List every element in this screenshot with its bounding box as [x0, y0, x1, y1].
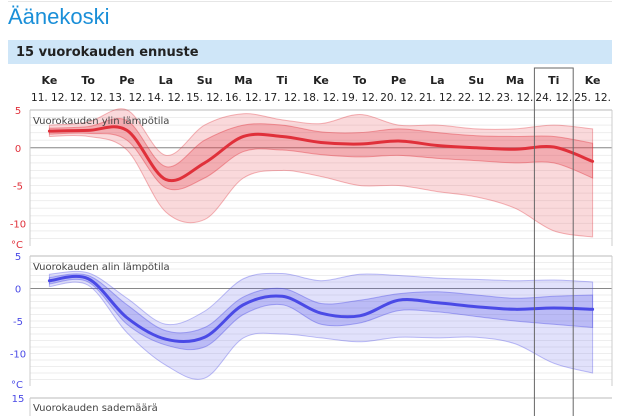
- day-date-label: 24. 12.: [535, 92, 572, 104]
- day-name-label: Ke: [313, 74, 329, 87]
- city-title: Äänekoski: [8, 4, 110, 29]
- day-name-label: Ma: [234, 74, 252, 87]
- day-name-label: La: [159, 74, 173, 87]
- day-name-label: Ti: [548, 74, 559, 87]
- day-name-label: Ma: [506, 74, 524, 87]
- day-date-label: 22. 12.: [458, 92, 495, 104]
- y-tick-label: -5: [13, 317, 23, 328]
- day-name-label: La: [430, 74, 444, 87]
- y-tick-label: -10: [10, 350, 26, 361]
- highlighted-day-frame: [533, 67, 574, 416]
- day-date-label: 12. 12.: [70, 92, 107, 104]
- forecast-title: 15 vuorokauden ennuste: [16, 45, 199, 60]
- outer-range-band: [48, 270, 594, 380]
- day-name-label: Ti: [277, 74, 288, 87]
- y-tick-label: -10: [10, 219, 26, 230]
- day-date-label: 23. 12.: [497, 92, 534, 104]
- day-name-label: Su: [468, 74, 484, 87]
- day-date-label: 18. 12.: [303, 92, 340, 104]
- day-name-label: Ke: [585, 74, 601, 87]
- median-line: [47, 125, 595, 183]
- day-date-label: 19. 12.: [341, 92, 378, 104]
- day-date-label: 14. 12.: [147, 92, 184, 104]
- day-date-label: 20. 12.: [380, 92, 417, 104]
- day-name-label: Ke: [42, 74, 58, 87]
- y-tick-label: 5: [15, 252, 21, 263]
- y-tick-label: 5: [15, 106, 21, 117]
- day-name-label: Su: [197, 74, 213, 87]
- y-unit-label: °C: [11, 380, 23, 391]
- y-tick-label: 0: [15, 144, 21, 155]
- day-date-label: 25. 12.: [574, 92, 611, 104]
- top-divider: [8, 1, 612, 2]
- y-unit-label: °C: [11, 240, 23, 251]
- forecast-header-bar: [8, 40, 612, 64]
- y-tick-label: 0: [15, 285, 21, 296]
- day-date-label: 17. 12.: [264, 92, 301, 104]
- day-name-label: Pe: [119, 74, 135, 87]
- day-name-label: Pe: [391, 74, 407, 87]
- day-name-label: To: [81, 74, 95, 87]
- precip-y-tick-label: 15: [12, 394, 25, 405]
- day-date-label: 11. 12.: [31, 92, 68, 104]
- day-date-label: 15. 12.: [186, 92, 223, 104]
- day-name-label: To: [353, 74, 367, 87]
- inner-range-band: [48, 118, 594, 191]
- median-line: [47, 274, 595, 344]
- panel-title: Vuorokauden ylin lämpötila: [33, 116, 169, 127]
- panel-title: Vuorokauden alin lämpötila: [33, 262, 170, 273]
- day-date-label: 16. 12.: [225, 92, 262, 104]
- day-date-label: 21. 12.: [419, 92, 456, 104]
- y-tick-label: -5: [13, 182, 23, 193]
- day-date-label: 13. 12.: [109, 92, 146, 104]
- outer-range-band: [48, 108, 594, 238]
- precip-panel-title: Vuorokauden sademäärä: [33, 403, 158, 414]
